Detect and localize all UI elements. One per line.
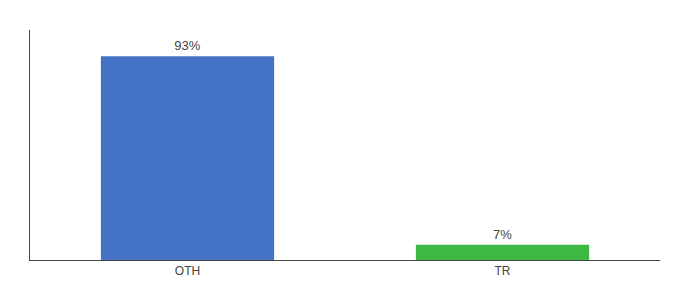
svg-text:93%: 93% [174,38,200,53]
svg-text:OTH: OTH [175,264,200,278]
svg-text:TR: TR [495,264,511,278]
svg-text:7%: 7% [493,227,512,242]
